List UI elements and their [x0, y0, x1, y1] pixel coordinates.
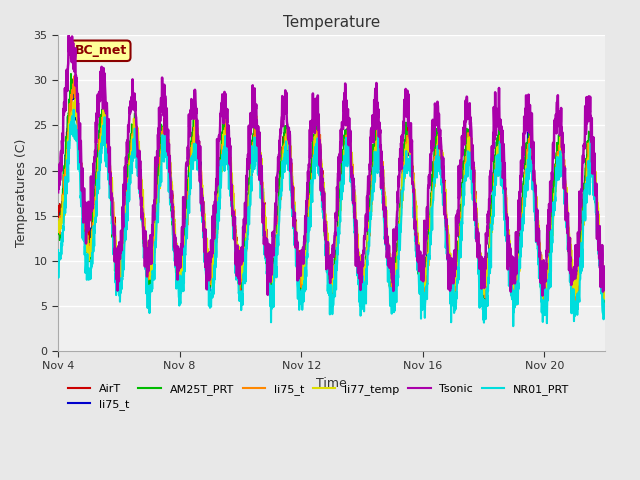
Title: Temperature: Temperature	[283, 15, 380, 30]
X-axis label: Time: Time	[316, 377, 347, 390]
Legend: AirT, li75_t, AM25T_PRT, li75_t, li77_temp, Tsonic, NR01_PRT: AirT, li75_t, AM25T_PRT, li75_t, li77_te…	[63, 379, 574, 415]
Text: BC_met: BC_met	[74, 44, 127, 57]
Y-axis label: Temperatures (C): Temperatures (C)	[15, 139, 28, 247]
